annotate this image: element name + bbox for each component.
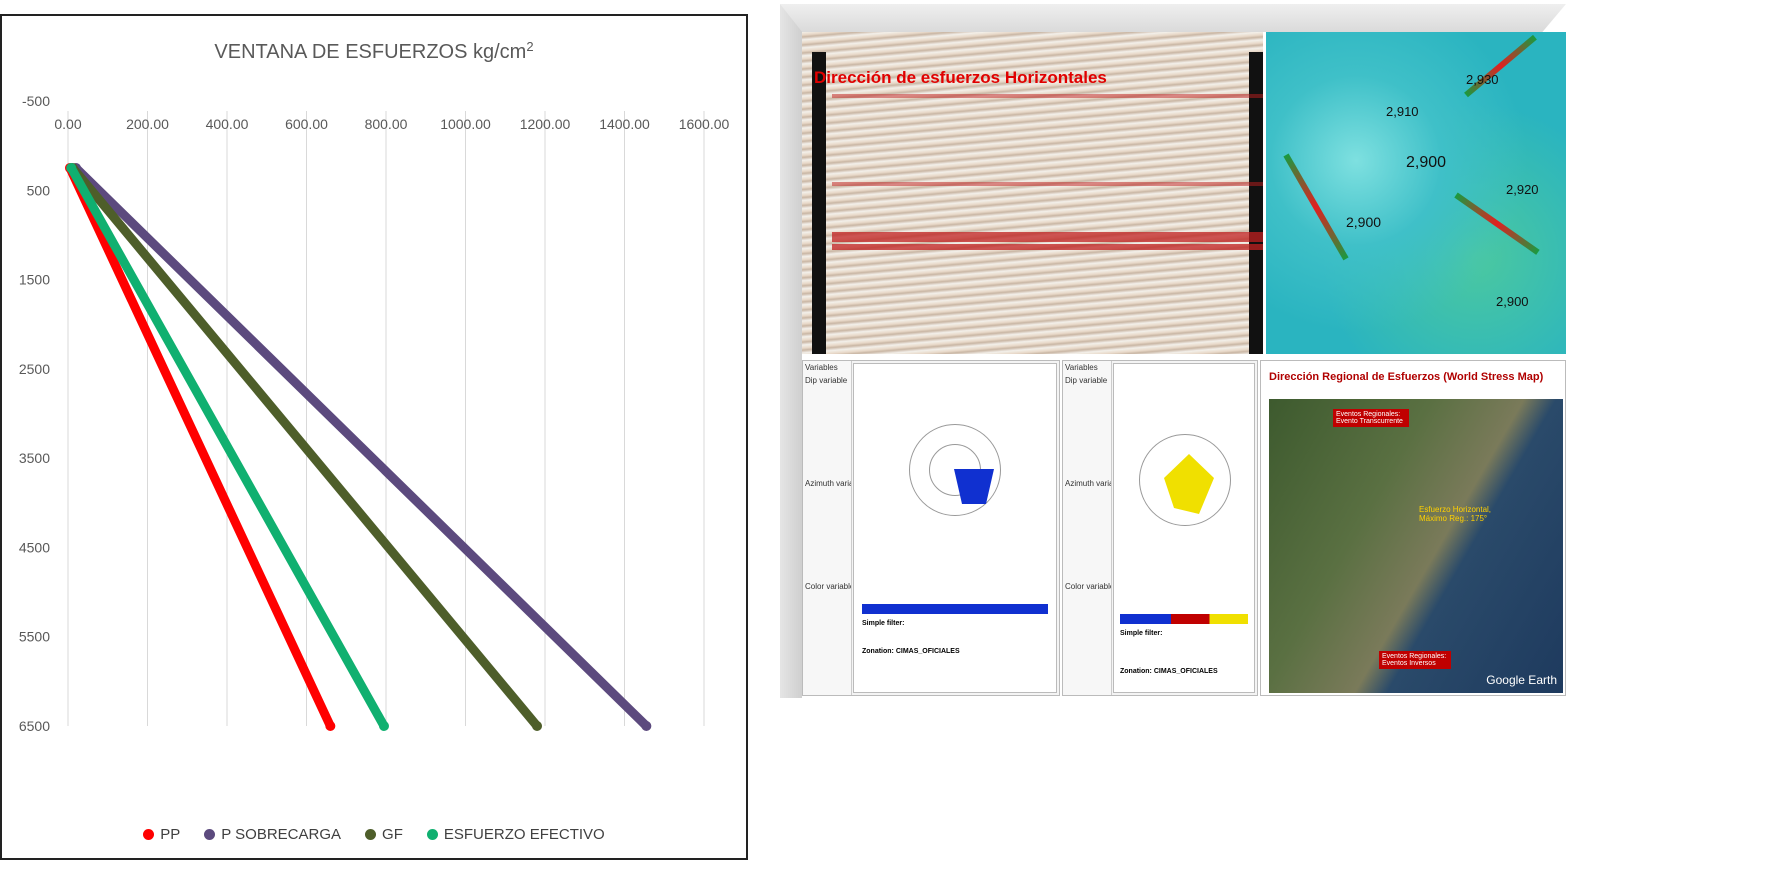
y-tick-label: 1500 xyxy=(19,272,50,288)
contour-label: 2,920 xyxy=(1506,182,1539,197)
map-anomaly xyxy=(1283,153,1349,261)
y-tick-label: 5500 xyxy=(19,629,50,645)
stress-window-chart-panel: VENTANA DE ESFUERZOS kg/cm2 0.00 200.00 40… xyxy=(0,14,748,860)
map-anomaly xyxy=(1464,34,1537,98)
zonation-label: Zonation: CIMAS_OFICIALES xyxy=(1120,668,1218,675)
y-tick-label: 2500 xyxy=(19,361,50,377)
legend-marker xyxy=(365,829,377,840)
color-variable-label: Color variable xyxy=(1065,582,1111,591)
series-start-point xyxy=(66,162,77,173)
legend-label: ESFUERZO EFECTIVO xyxy=(443,826,605,843)
legend-label: P SOBRECARGA xyxy=(221,826,342,843)
y-tick-label: 6500 xyxy=(19,718,50,734)
stress-map-title: Dirección Regional de Esfuerzos (World S… xyxy=(1269,371,1544,383)
world-stress-map: Dirección Regional de Esfuerzos (World S… xyxy=(1260,360,1566,696)
seismic-left-bar xyxy=(812,52,826,354)
series-line-esfuerzo-efectivo xyxy=(66,163,389,731)
color-variable-label: Color variable xyxy=(805,582,851,591)
chart-legend: PP P SOBRECARGA GF ESFUERZO EFECTIVO xyxy=(2,826,746,844)
stereonet-dip-window: Variables Dip variable Azimuth variable … xyxy=(802,360,1060,696)
chart-title-superscript: 2 xyxy=(526,39,533,54)
satellite-image: Eventos Regionales: Evento Transcurrente… xyxy=(1269,399,1563,693)
color-bar xyxy=(1120,614,1248,624)
y-tick-label: 500 xyxy=(27,182,51,198)
google-earth-brand: Google Earth xyxy=(1486,673,1557,687)
box-top-face xyxy=(780,4,1566,32)
dip-variable-label: Dip variable xyxy=(1065,376,1108,385)
x-tick-label: 800.00 xyxy=(365,116,408,132)
simple-filter-label: Simple filter: xyxy=(1120,630,1163,637)
contour-label: 2,900 xyxy=(1496,294,1529,309)
series-line-gf xyxy=(68,163,542,731)
zonation-label: Zonation: CIMAS_OFICIALES xyxy=(862,648,960,655)
legend-item: P SOBRECARGA xyxy=(204,826,341,843)
contour-label: 2,930 xyxy=(1466,72,1499,87)
x-tick-label: 0.00 xyxy=(54,116,81,132)
seismic-reflector xyxy=(832,244,1263,250)
stereonet-fractures-window: Variables Dip variable Azimuth variable … xyxy=(1062,360,1258,696)
legend-marker xyxy=(204,829,216,840)
series-end-point xyxy=(325,721,336,731)
x-tick-label: 600.00 xyxy=(285,116,328,132)
series-line-p-sobrecarga xyxy=(71,163,651,731)
series-end-point xyxy=(379,721,390,731)
color-bar xyxy=(862,604,1048,614)
rose-diagram-card: Simple filter: Zonation: CIMAS_OFICIALES xyxy=(1113,363,1255,693)
variables-sidebar: Variables Dip variable Azimuth variable … xyxy=(1063,361,1112,695)
x-tick-label: 1000.00 xyxy=(440,116,491,132)
contour-label: 2,910 xyxy=(1386,104,1419,119)
box-left-face xyxy=(780,4,802,698)
variables-tab[interactable]: Variables xyxy=(1065,363,1098,372)
rose-outer-ring xyxy=(909,424,1001,516)
legend-marker xyxy=(426,829,438,840)
seismic-right-bar xyxy=(1249,52,1263,354)
legend-marker xyxy=(143,829,155,840)
y-tick-label: -500 xyxy=(22,93,50,109)
seismic-reflector xyxy=(832,182,1263,186)
reference-images-panel: Dirección de esfuerzos Horizontales 2,90… xyxy=(780,4,1566,698)
rose-outer-ring xyxy=(1139,434,1231,526)
series-line-pp xyxy=(65,163,335,731)
regional-events-bottom-label: Eventos Regionales: Eventos Inversos xyxy=(1379,651,1451,669)
contour-label: 2,900 xyxy=(1406,154,1447,171)
seismic-title: Dirección de esfuerzos Horizontales xyxy=(814,68,1107,87)
x-tick-label: 1400.00 xyxy=(599,116,650,132)
legend-item: GF xyxy=(365,826,403,843)
series-end-point xyxy=(532,721,543,731)
rose-petals-blue xyxy=(954,469,994,504)
legend-item: PP xyxy=(143,826,180,843)
variables-sidebar: Variables Dip variable Azimuth variable … xyxy=(803,361,852,695)
azimuth-variable-label: Azimuth variable xyxy=(805,479,851,488)
legend-item: ESFUERZO EFECTIVO xyxy=(426,826,605,843)
map-anomaly xyxy=(1454,192,1540,255)
chart-title: VENTANA DE ESFUERZOS kg/cm2 xyxy=(214,39,533,64)
seismic-reflector xyxy=(832,232,1263,242)
dip-variable-label: Dip variable xyxy=(805,376,848,385)
simple-filter-label: Simple filter: xyxy=(862,620,905,627)
y-tick-label: 4500 xyxy=(19,539,50,555)
attribute-map-image: 2,900 2,900 2,900 2,920 2,910 2,930 xyxy=(1266,32,1566,354)
regional-events-top-label: Eventos Regionales: Evento Transcurrente xyxy=(1333,409,1409,427)
y-tick-label: 3500 xyxy=(19,450,50,466)
x-tick-label: 400.00 xyxy=(206,116,249,132)
series-end-point xyxy=(641,721,652,731)
legend-label: PP xyxy=(160,826,181,843)
rose-diagram-card: Simple filter: Zonation: CIMAS_OFICIALES xyxy=(853,363,1057,693)
seismic-reflector xyxy=(832,94,1263,98)
max-stress-label: Esfuerzo Horizontal, Máximo Reg.: 175° xyxy=(1419,505,1492,523)
stress-window-chart: VENTANA DE ESFUERZOS kg/cm2 0.00 200.00 40… xyxy=(19,39,730,735)
x-tick-label: 200.00 xyxy=(126,116,169,132)
x-tick-label: 1600.00 xyxy=(679,116,730,132)
seismic-section-image: Dirección de esfuerzos Horizontales xyxy=(802,32,1263,354)
azimuth-variable-label: Azimuth variable xyxy=(1065,479,1111,488)
contour-label: 2,900 xyxy=(1346,214,1382,230)
variables-tab[interactable]: Variables xyxy=(805,363,838,372)
x-tick-label: 1200.00 xyxy=(520,116,571,132)
legend-label: GF xyxy=(382,826,403,843)
